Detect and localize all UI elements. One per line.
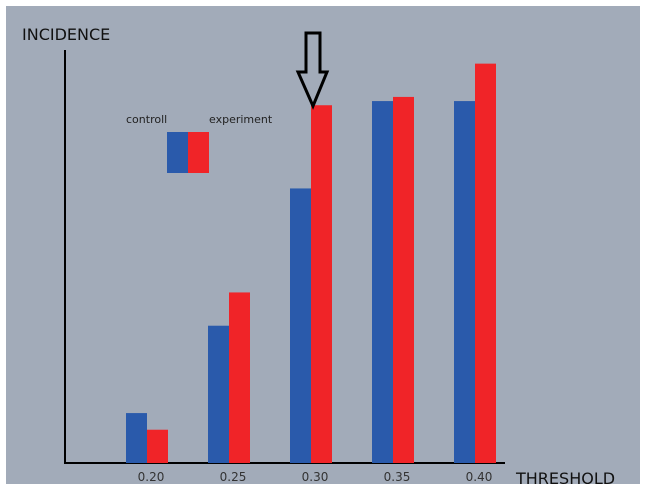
x-tick-label-0.30: 0.30 [302, 470, 329, 484]
bar-controll-0.25 [208, 325, 229, 463]
tick-labels-group: 0.20 0.25 0.30 0.35 0.40 [138, 470, 493, 484]
bar-controll-0.20 [126, 413, 147, 463]
x-tick-label-0.20: 0.20 [138, 470, 165, 484]
bar-experiment-0.25 [229, 292, 250, 463]
x-tick-label-0.35: 0.35 [384, 470, 411, 484]
x-axis-title: THRESHOLD [515, 469, 615, 488]
legend-label-controll: controll [126, 113, 167, 126]
bar-experiment-0.20 [147, 429, 168, 463]
down-arrow-icon [295, 31, 330, 110]
bars-group [126, 63, 496, 464]
bar-experiment-0.40 [475, 63, 496, 463]
y-axis-title: INCIDENCE [22, 25, 110, 44]
bar-experiment-0.35 [393, 96, 414, 464]
bar-controll-0.35 [372, 101, 393, 463]
x-tick-label-0.40: 0.40 [466, 470, 493, 484]
bar-controll-0.40 [454, 101, 475, 463]
legend-label-experiment: experiment [209, 113, 273, 126]
bar-controll-0.30 [290, 188, 311, 463]
legend-swatch-experiment [188, 132, 209, 173]
x-tick-label-0.25: 0.25 [220, 470, 247, 484]
bar-experiment-0.30 [311, 105, 332, 464]
legend-swatch-controll [167, 132, 188, 173]
legend: controll experiment [126, 113, 273, 173]
